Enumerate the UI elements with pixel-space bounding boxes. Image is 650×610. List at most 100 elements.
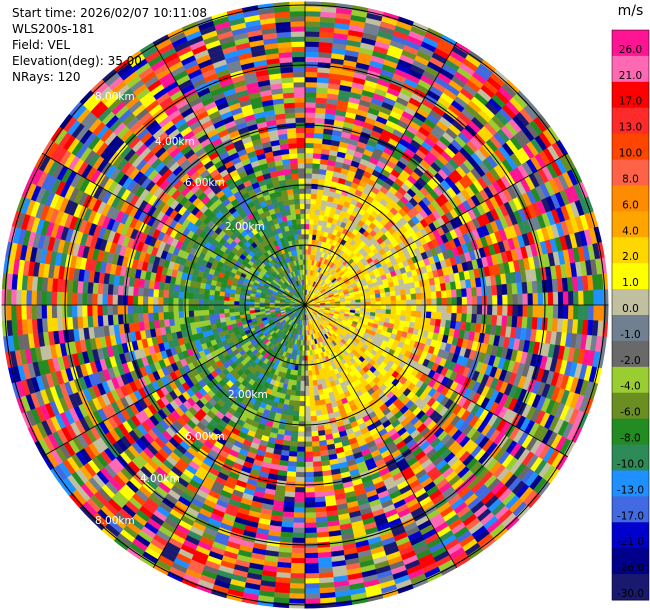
velocity-gate — [92, 293, 98, 306]
velocity-gate — [309, 203, 316, 210]
velocity-gate — [471, 286, 478, 297]
velocity-gate — [228, 300, 235, 306]
velocity-gate — [292, 183, 300, 190]
velocity-gate — [294, 112, 306, 118]
velocity-gate — [107, 304, 113, 316]
velocity-gate — [289, 10, 306, 17]
velocity-gate — [173, 304, 179, 313]
velocity-gate — [400, 299, 407, 306]
velocity-gate — [304, 112, 316, 118]
velocity-gate — [424, 285, 432, 293]
velocity-gate — [188, 292, 195, 300]
velocity-gate — [147, 288, 154, 298]
velocity-gate — [304, 81, 317, 88]
velocity-gate — [72, 280, 79, 294]
velocity-gate — [461, 287, 468, 297]
velocity-gate — [97, 304, 103, 317]
velocity-gate — [304, 10, 321, 17]
velocity-gate — [296, 223, 302, 230]
velocity-gate — [213, 304, 220, 310]
velocity-gate — [496, 284, 503, 296]
velocity-gate — [421, 298, 427, 306]
velocity-gate — [199, 288, 206, 295]
velocity-gate — [219, 291, 226, 297]
velocity-gate — [304, 71, 318, 78]
velocity-gate — [567, 290, 574, 306]
velocity-gate — [588, 289, 594, 306]
velocity-gate — [380, 300, 387, 306]
velocity-gate — [399, 288, 406, 296]
velocity-gate — [311, 239, 316, 246]
velocity-gate — [26, 290, 32, 306]
velocity-gate — [163, 290, 170, 298]
velocity-gate — [304, 208, 311, 215]
velocity-gate — [142, 304, 149, 314]
velocity-gate — [36, 290, 43, 306]
velocity-gate — [304, 203, 311, 210]
velocity-gate — [294, 203, 301, 210]
velocity-gate — [313, 214, 320, 221]
velocity-gate — [198, 299, 204, 306]
velocity-gate — [309, 218, 315, 225]
velocity-gate — [127, 295, 134, 306]
velocity-gate — [46, 291, 53, 306]
velocity-gate — [209, 314, 216, 321]
velocity-gate — [312, 229, 318, 236]
velocity-gate — [5, 289, 12, 306]
velocity-gate — [153, 312, 160, 322]
velocity-gate — [578, 290, 584, 306]
velocity-gate — [188, 310, 195, 318]
velocity-gate — [313, 219, 319, 226]
velocity-gate — [208, 299, 215, 306]
velocity-gate — [291, 173, 299, 180]
velocity-gate — [208, 294, 215, 301]
velocity-gate — [315, 97, 327, 104]
velocity-gate — [102, 283, 109, 295]
velocity-gate — [238, 301, 245, 306]
velocity-gate — [142, 287, 149, 297]
velocity-gate — [127, 286, 134, 297]
velocity-gate — [375, 300, 382, 306]
velocity-gate — [288, 204, 296, 211]
velocity-gate — [547, 291, 554, 306]
velocity-gate — [301, 233, 306, 240]
velocity-gate — [283, 102, 295, 109]
velocity-gate — [299, 203, 306, 210]
velocity-gate — [557, 291, 564, 306]
velocity-gate — [532, 292, 539, 306]
velocity-gate — [213, 300, 220, 306]
velocity-gate — [112, 284, 119, 296]
velocity-gate — [304, 31, 320, 37]
velocity-gate — [446, 297, 453, 306]
velocity-gate — [178, 291, 185, 299]
velocity-gate — [173, 318, 181, 326]
velocity-gate — [308, 228, 314, 235]
velocity-gate — [319, 209, 326, 216]
velocity-gate — [304, 183, 312, 189]
velocity-gate — [218, 300, 225, 306]
velocity-gate — [137, 287, 144, 297]
velocity-gate — [593, 289, 600, 306]
velocity-gate — [487, 295, 493, 306]
velocity-gate — [405, 293, 412, 300]
velocity-gate — [97, 315, 104, 327]
velocity-gate — [315, 199, 322, 206]
velocity-gate — [316, 77, 329, 84]
velocity-gate — [313, 127, 324, 134]
velocity-gate — [21, 290, 27, 306]
velocity-gate — [294, 102, 306, 108]
velocity-gate — [476, 286, 483, 297]
velocity-gate — [304, 5, 321, 12]
velocity-gate — [162, 297, 169, 306]
velocity-gate — [295, 127, 306, 134]
velocity-gate — [26, 304, 32, 320]
velocity-gate — [292, 188, 300, 195]
velocity-gate — [213, 309, 220, 315]
velocity-gate — [31, 304, 37, 320]
velocity-gate — [234, 297, 240, 302]
velocity-gate — [132, 295, 139, 306]
velocity-gate — [456, 296, 463, 306]
velocity-gate — [132, 313, 139, 324]
velocity-gate — [289, 158, 298, 165]
velocity-gate — [281, 77, 294, 84]
